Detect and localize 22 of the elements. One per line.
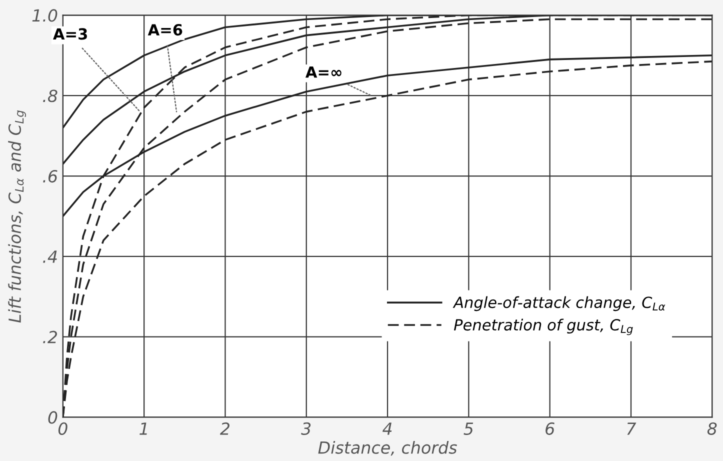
annotation: A=∞: [305, 66, 342, 78]
x-tick-label: 8: [707, 422, 717, 435]
x-axis-title: Distance, chords: [318, 440, 457, 456]
x-tick-label: 6: [546, 422, 554, 435]
y-tick-label: .2: [43, 330, 58, 344]
annotation: A=6: [148, 24, 182, 36]
x-tick-label: 1: [140, 422, 147, 435]
legend-label: Angle-of-attack change, C$_{Lα}$: [452, 296, 666, 312]
x-tick-label: 5: [464, 422, 474, 435]
y-axis-title: Lift functions, C$_{Lα}$ and C$_{Lg}$: [8, 110, 26, 323]
y-tick-label: 0: [48, 411, 58, 424]
annotation: A=3: [53, 28, 87, 40]
y-tick-label: 1.0: [32, 9, 58, 22]
x-tick-label: 0: [58, 422, 68, 435]
y-tick-label: .8: [43, 90, 58, 102]
x-tick-label: 2: [220, 422, 230, 435]
x-tick-label: 3: [301, 422, 311, 435]
x-tick-label: 7: [627, 422, 636, 435]
legend-label: Penetration of gust, C$_{Lg}$: [454, 318, 633, 336]
y-tick-label: .4: [43, 250, 57, 263]
x-tick-label: 4: [382, 422, 392, 435]
y-tick-label: .6: [43, 170, 58, 183]
